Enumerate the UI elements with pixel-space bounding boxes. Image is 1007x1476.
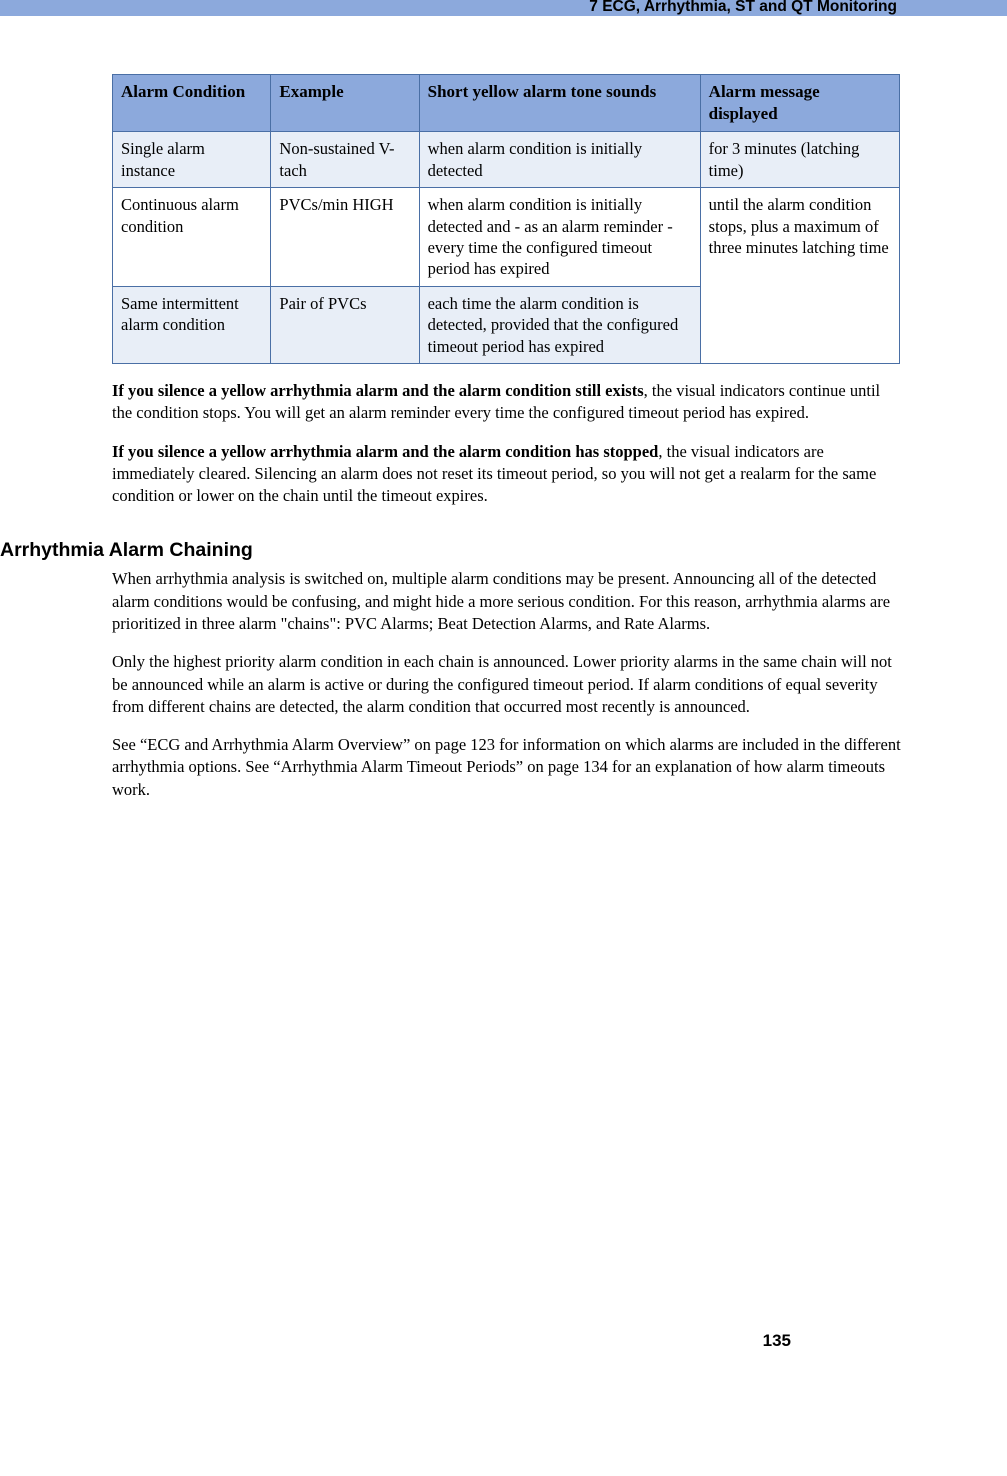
table-cell: each time the alarm condition is detecte… [419, 286, 700, 363]
page-number: 135 [763, 1331, 791, 1351]
table-cell: when alarm condition is initially detect… [419, 132, 700, 188]
table-row: Continuous alarm condition PVCs/min HIGH… [113, 188, 900, 287]
table-cell: PVCs/min HIGH [271, 188, 419, 287]
paragraph-bold-lead: If you silence a yellow arrhythmia alarm… [112, 442, 658, 461]
table-header-example: Example [271, 75, 419, 132]
section-paragraph: When arrhythmia analysis is switched on,… [112, 568, 901, 635]
table-cell: Pair of PVCs [271, 286, 419, 363]
alarm-conditions-table: Alarm Condition Example Short yellow ala… [112, 74, 900, 364]
table-header-message: Alarm message displayed [700, 75, 899, 132]
section-paragraph: See “ECG and Arrhythmia Alarm Overview” … [112, 734, 901, 801]
table-cell: Single alarm instance [113, 132, 271, 188]
table-header-row: Alarm Condition Example Short yellow ala… [113, 75, 900, 132]
table-cell: Same intermittent alarm condition [113, 286, 271, 363]
table-cell: for 3 minutes (latching time) [700, 132, 899, 188]
table-cell: when alarm condition is initially detect… [419, 188, 700, 287]
table-cell: Continuous alarm condition [113, 188, 271, 287]
paragraph-bold-lead: If you silence a yellow arrhythmia alarm… [112, 381, 644, 400]
table-header-alarm-condition: Alarm Condition [113, 75, 271, 132]
paragraph-silence-exists: If you silence a yellow arrhythmia alarm… [112, 380, 901, 425]
header-chapter-title: 7 ECG, Arrhythmia, ST and QT Monitoring [589, 0, 897, 16]
paragraph-silence-stopped: If you silence a yellow arrhythmia alarm… [112, 441, 901, 508]
header-bar: 7 ECG, Arrhythmia, ST and QT Monitoring [0, 0, 1007, 16]
table-header-tone: Short yellow alarm tone sounds [419, 75, 700, 132]
section-paragraph: Only the highest priority alarm conditio… [112, 651, 901, 718]
footer: 135 [0, 1331, 901, 1371]
table-cell: until the alarm condition stops, plus a … [700, 188, 899, 364]
table-row: Single alarm instance Non-sustained V-ta… [113, 132, 900, 188]
table-cell: Non-sustained V-tach [271, 132, 419, 188]
section-heading-chaining: Arrhythmia Alarm Chaining [0, 539, 901, 562]
page-content: Alarm Condition Example Short yellow ala… [0, 16, 1007, 1371]
